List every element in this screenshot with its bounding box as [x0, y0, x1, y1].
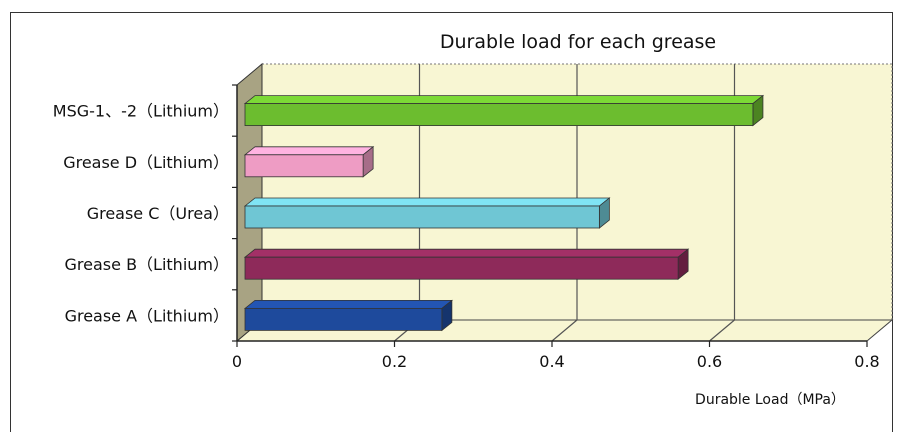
x-tick-label: 0: [232, 352, 242, 371]
bar-top: [243, 248, 690, 258]
chart-title: Durable load for each grease: [440, 31, 716, 53]
bar: [244, 205, 600, 229]
plot-area: 0 0.2 0.4 0.6 0.8 Grease A（Lithium） Grease B（L…: [53, 62, 894, 371]
bar-top: [243, 197, 611, 207]
y-tick-label: Grease A（Lithium）: [65, 306, 229, 325]
y-tick-label: Grease C（Urea）: [87, 204, 229, 223]
bar: [244, 154, 364, 178]
y-tick-label: MSG-1、-2（Lithium）: [53, 102, 229, 121]
bar-top: [243, 95, 765, 104]
x-tick-label: 0.2: [382, 352, 407, 371]
bar-top: [243, 146, 375, 156]
x-axis-label: Durable Load（MPa）: [695, 392, 845, 408]
bar-top: [243, 299, 454, 309]
gridline: [551, 319, 578, 342]
gridline: [709, 319, 735, 342]
bar: [244, 103, 754, 126]
durable-load-chart: Durable load for each grease 0 0.2 0.4 0.6 0…: [53, 31, 894, 408]
x-tick-label: 0.4: [539, 352, 564, 371]
y-tick-label: Grease D（Lithium）: [63, 153, 229, 172]
y-tick-label: Grease B（Lithium）: [65, 255, 229, 274]
bar: [244, 256, 679, 280]
x-tick-label: 0.6: [697, 352, 722, 371]
bar: [244, 307, 443, 331]
x-tick-label: 0.8: [854, 352, 879, 371]
